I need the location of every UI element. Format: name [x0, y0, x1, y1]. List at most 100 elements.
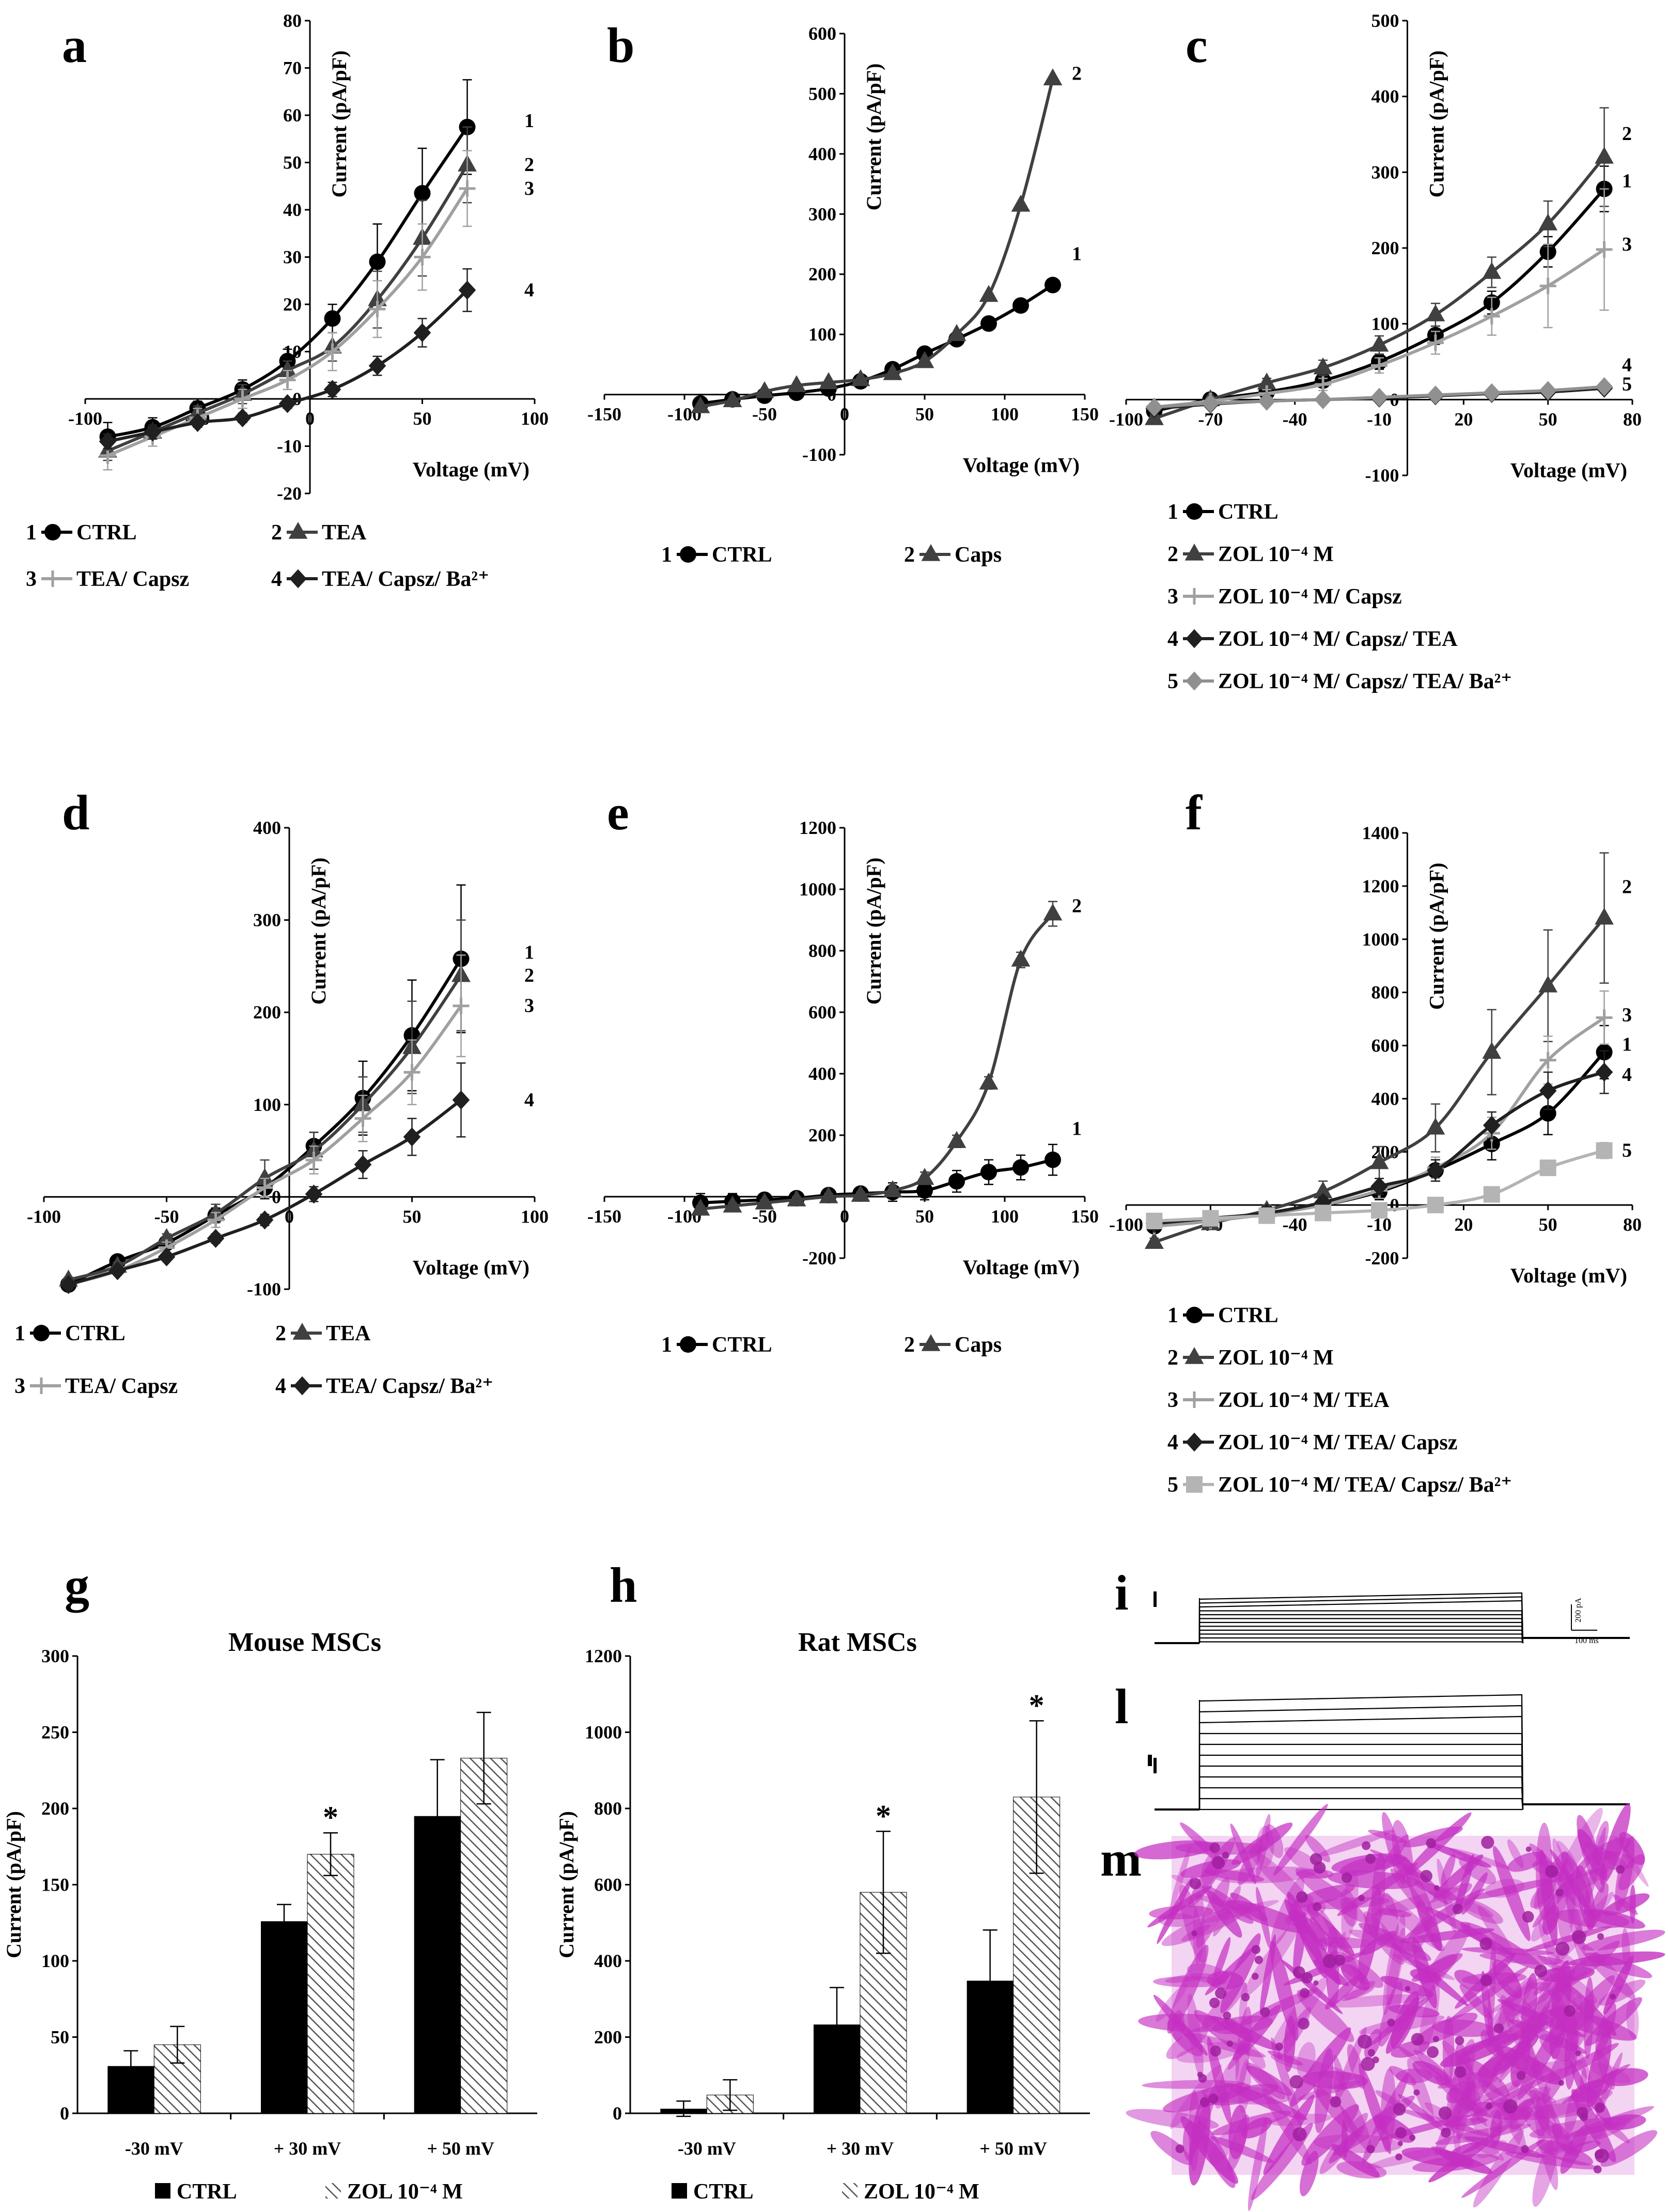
- y-tick-label: 100: [41, 1951, 69, 1971]
- cell-nucleus: [1210, 2045, 1221, 2057]
- data-point: [207, 1212, 224, 1229]
- panel-label-g: g: [65, 1557, 89, 1613]
- cell-nucleus: [1298, 2017, 1310, 2030]
- data-point: [1043, 903, 1063, 921]
- cell-nucleus: [1366, 2145, 1375, 2154]
- legend-sample-marker: [1186, 503, 1203, 520]
- x-axis-title: Voltage (mV): [963, 1256, 1080, 1279]
- y-tick-label: -100: [1365, 465, 1399, 486]
- stained-cell: [1288, 1894, 1314, 1922]
- y-tick-label: 300: [41, 1646, 69, 1666]
- cell-nucleus: [1191, 1930, 1197, 1937]
- data-point: [1370, 388, 1388, 407]
- y-axis-title: Current (pA/pF): [862, 64, 885, 211]
- legend-item-1: 1 CTRL: [1167, 500, 1279, 524]
- cell-nucleus: [1358, 2034, 1372, 2049]
- cell-nucleus: [1516, 2070, 1526, 2080]
- data-point: [787, 375, 806, 392]
- cell-nucleus: [1251, 1972, 1259, 1980]
- x-tick-label: -50: [154, 1206, 179, 1227]
- y-tick-label: 400: [808, 1063, 836, 1084]
- legend-sample-marker: [33, 1325, 50, 1341]
- y-axis-title: Current (pA/pF): [328, 51, 351, 198]
- data-point: [99, 431, 117, 451]
- cell-nucleus: [1595, 2102, 1605, 2113]
- cell-nucleus: [1226, 2040, 1233, 2047]
- y-tick-label: -200: [802, 1248, 836, 1269]
- series-1: 1: [692, 1118, 1082, 1213]
- legend-label: CTRL: [1218, 500, 1279, 524]
- cell-nucleus: [1558, 2080, 1564, 2086]
- cell-nucleus: [1330, 2096, 1342, 2108]
- data-point: [915, 351, 934, 368]
- stained-cell: [1618, 1854, 1645, 1891]
- panel-label-l: l: [1115, 1679, 1129, 1734]
- chart-d: d -100 0 100 200 300 400 -100 -50 0 50 100 Current (…: [14, 785, 549, 1398]
- stained-cell: [1295, 1868, 1368, 1923]
- data-point: [324, 343, 341, 360]
- x-tick-label: -100: [1109, 409, 1143, 429]
- trace-4: [1198, 1610, 1524, 1644]
- stained-cell: [1595, 1820, 1609, 1854]
- chart-h: h Rat MSCs 0 200 400 600 800 1000 1200 Current (p…: [555, 1557, 1090, 2204]
- cell-nucleus: [1365, 1853, 1376, 1864]
- stained-cell: [1456, 2030, 1510, 2059]
- legend: 1 CTRL 2 Caps: [661, 543, 1002, 567]
- legend-number: 2: [1167, 543, 1178, 566]
- data-point: [1315, 1204, 1332, 1221]
- legend-number: 2: [904, 543, 915, 567]
- trace-8: [1198, 1625, 1524, 1644]
- data-point: [144, 422, 162, 442]
- stained-cell: [1153, 1994, 1208, 2056]
- data-point: [1315, 376, 1332, 393]
- data-point: [1482, 1042, 1502, 1059]
- cell-nucleus: [1522, 1911, 1534, 1923]
- x-tick-label: -150: [587, 404, 621, 425]
- legend-sample-marker: [1184, 544, 1204, 561]
- chart-title: Mouse MSCs: [228, 1628, 381, 1657]
- stained-cell: [1404, 1857, 1442, 1952]
- series-number-label: 2: [524, 154, 534, 176]
- series-1: 1: [60, 884, 534, 1293]
- legend: CTRL ZOL 10⁻⁴ M: [672, 2180, 979, 2204]
- stained-cell: [1554, 1975, 1615, 2049]
- y-tick-label: 50: [51, 2027, 69, 2048]
- series-4: 4: [59, 1062, 534, 1294]
- data-point: [1045, 1151, 1061, 1168]
- cell-nucleus: [1579, 2112, 1588, 2121]
- legend-swatch: [325, 2183, 341, 2199]
- stained-cell: [1182, 2121, 1197, 2161]
- legend-sample-marker: [1186, 1432, 1203, 1452]
- panel-l: l: [1115, 1679, 1630, 1811]
- y-axis-title: Current (pA/pF): [2, 1811, 25, 1958]
- stained-cell: [1549, 2008, 1637, 2041]
- stained-cell: [1270, 2054, 1354, 2080]
- y-tick-label: 800: [808, 940, 836, 961]
- stained-cell: [1418, 1981, 1440, 2055]
- series-number-label: 2: [1072, 63, 1082, 84]
- x-tick-label: 100: [991, 404, 1019, 425]
- bar-zol: [460, 1758, 508, 2114]
- x-tick-label: -100: [27, 1206, 61, 1227]
- y-tick-label: 600: [808, 1002, 836, 1023]
- data-point: [1483, 1186, 1500, 1203]
- legend-sample-marker: [680, 1336, 696, 1353]
- trace-6: [1198, 1754, 1524, 1810]
- cell-nucleus: [1397, 2141, 1403, 2146]
- data-point: [1427, 385, 1444, 405]
- legend-item-2: 2 ZOL 10⁻⁴ M: [1167, 1346, 1334, 1370]
- cell-nucleus: [1610, 1993, 1616, 2000]
- data-point: [1258, 1207, 1275, 1224]
- stained-cell: [1544, 1944, 1578, 1967]
- stained-cell: [1385, 1997, 1419, 2054]
- data-point: [453, 997, 470, 1014]
- data-point: [279, 372, 296, 389]
- stained-cell: [1427, 1843, 1492, 1868]
- data-point: [819, 1186, 838, 1203]
- series-2: 2: [691, 63, 1082, 413]
- x-tick-label: 20: [1454, 1214, 1473, 1235]
- cell-nucleus: [1342, 1872, 1352, 1883]
- stained-cell: [1214, 2057, 1240, 2109]
- x-tick-label: 20: [1454, 409, 1473, 429]
- cell-nucleus: [1481, 1835, 1494, 1849]
